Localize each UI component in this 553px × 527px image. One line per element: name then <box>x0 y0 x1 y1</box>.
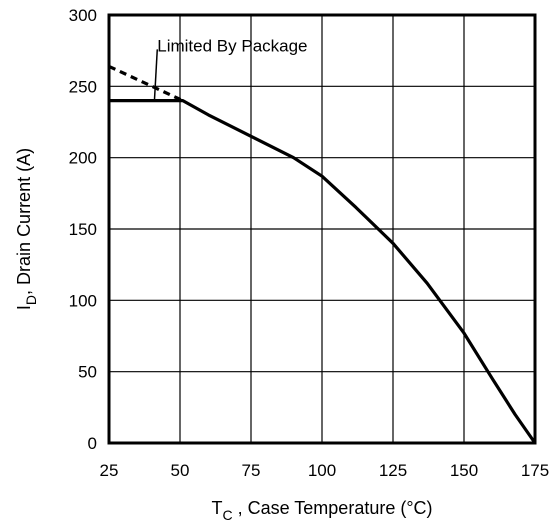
x-tick-label-50: 50 <box>171 461 190 480</box>
x-tick-label-25: 25 <box>100 461 119 480</box>
y-axis-label-subscript: D <box>23 295 39 305</box>
x-tick-label-125: 125 <box>379 461 407 480</box>
y-tick-label-200: 200 <box>69 149 97 168</box>
grid-lines <box>109 15 535 443</box>
annotation-leader-line <box>153 49 159 101</box>
y-tick-label-250: 250 <box>69 77 97 96</box>
y-tick-labels: 0 50 100 150 200 250 300 <box>69 6 97 453</box>
x-axis-label: TC , Case Temperature (°C) <box>211 498 432 523</box>
x-tick-label-175: 175 <box>521 461 549 480</box>
y-tick-label-50: 50 <box>78 363 97 382</box>
y-tick-label-100: 100 <box>69 291 97 310</box>
series-line-solid <box>109 99 537 444</box>
y-axis-label: ID, Drain Current (A) <box>14 148 39 310</box>
annotation: Limited By Package <box>153 36 308 101</box>
series-line-dashed <box>108 64 184 103</box>
x-axis-label-main: T <box>211 498 222 518</box>
x-tick-label-150: 150 <box>450 461 478 480</box>
series-lines <box>108 64 537 444</box>
y-axis-label-rest: , Drain Current (A) <box>14 148 34 295</box>
plot-frame <box>107 13 537 445</box>
x-tick-labels: 25 50 75 100 125 150 175 <box>100 461 550 480</box>
y-tick-label-150: 150 <box>69 220 97 239</box>
x-tick-label-100: 100 <box>308 461 336 480</box>
y-axis-label-main: I <box>14 305 34 310</box>
y-tick-label-300: 300 <box>69 6 97 25</box>
y-tick-label-0: 0 <box>88 434 97 453</box>
x-axis-label-subscript: C <box>222 507 232 523</box>
x-tick-label-75: 75 <box>242 461 261 480</box>
x-axis-label-rest: , Case Temperature (°C) <box>233 498 433 518</box>
annotation-label: Limited By Package <box>157 36 307 55</box>
